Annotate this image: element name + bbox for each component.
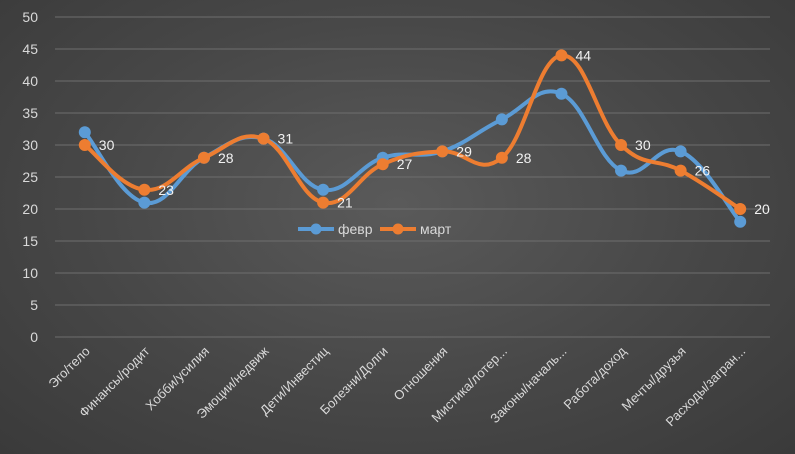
data-point xyxy=(495,113,508,126)
data-label: 20 xyxy=(754,201,770,217)
data-point xyxy=(555,49,568,62)
y-tick-label: 50 xyxy=(22,9,38,25)
y-tick-label: 15 xyxy=(22,233,38,249)
y-tick-label: 25 xyxy=(22,169,38,185)
data-point xyxy=(78,139,91,151)
data-point xyxy=(734,203,747,215)
y-tick-label: 45 xyxy=(22,41,38,57)
data-point xyxy=(138,183,151,196)
data-point xyxy=(615,139,628,151)
legend-label: март xyxy=(420,221,452,237)
data-label: 21 xyxy=(337,195,353,211)
gridlines xyxy=(55,16,770,338)
data-point xyxy=(376,158,389,171)
series-март xyxy=(78,49,747,215)
data-point xyxy=(674,164,687,177)
data-point xyxy=(436,145,449,158)
data-label: 30 xyxy=(635,137,651,153)
data-label: 30 xyxy=(99,137,115,153)
data-label: 28 xyxy=(218,150,234,166)
y-tick-label: 5 xyxy=(30,297,38,313)
data-point xyxy=(317,183,330,196)
data-label: 26 xyxy=(695,163,711,179)
data-point xyxy=(197,151,210,164)
data-point xyxy=(674,145,687,158)
legend[interactable]: февр март xyxy=(298,221,452,237)
data-point xyxy=(495,151,508,164)
series-line xyxy=(82,53,743,211)
data-point xyxy=(615,164,628,177)
y-tick-label: 10 xyxy=(22,265,38,281)
legend-entry-февр[interactable]: февр xyxy=(298,221,373,237)
y-tick-label: 30 xyxy=(22,137,38,153)
data-label: 31 xyxy=(278,131,294,147)
legend-swatch-marker xyxy=(392,223,404,235)
y-tick-label: 20 xyxy=(22,201,38,217)
data-point xyxy=(138,196,151,209)
legend-label: февр xyxy=(338,221,373,237)
y-tick-label: 40 xyxy=(22,73,38,89)
x-tick-label: Эго/тело xyxy=(45,344,93,392)
data-point xyxy=(257,132,270,145)
data-point xyxy=(317,196,330,209)
data-point xyxy=(555,87,568,100)
series-line xyxy=(82,89,743,224)
series-февр xyxy=(78,87,747,228)
x-axis-ticks: Эго/телоФинансы/родитХобби/усилияЭмоции/… xyxy=(45,343,748,429)
data-point xyxy=(78,126,91,139)
series xyxy=(78,49,747,228)
legend-swatch-marker xyxy=(310,223,322,235)
data-point xyxy=(734,215,747,228)
x-tick-label: Отношения xyxy=(391,344,451,404)
y-tick-label: 35 xyxy=(22,105,38,121)
y-axis-ticks: 0 5 10 15 20 25 30 35 40 45 50 xyxy=(22,9,38,345)
legend-entry-март[interactable]: март xyxy=(380,221,452,237)
y-tick-label: 0 xyxy=(30,329,38,345)
data-label: 23 xyxy=(158,182,174,198)
data-label: 28 xyxy=(516,150,532,166)
data-labels: 30 23 28 31 21 27 29 28 44 30 26 20 xyxy=(99,47,770,217)
data-label: 29 xyxy=(456,143,472,159)
data-label: 27 xyxy=(397,156,413,172)
data-label: 44 xyxy=(575,47,591,63)
